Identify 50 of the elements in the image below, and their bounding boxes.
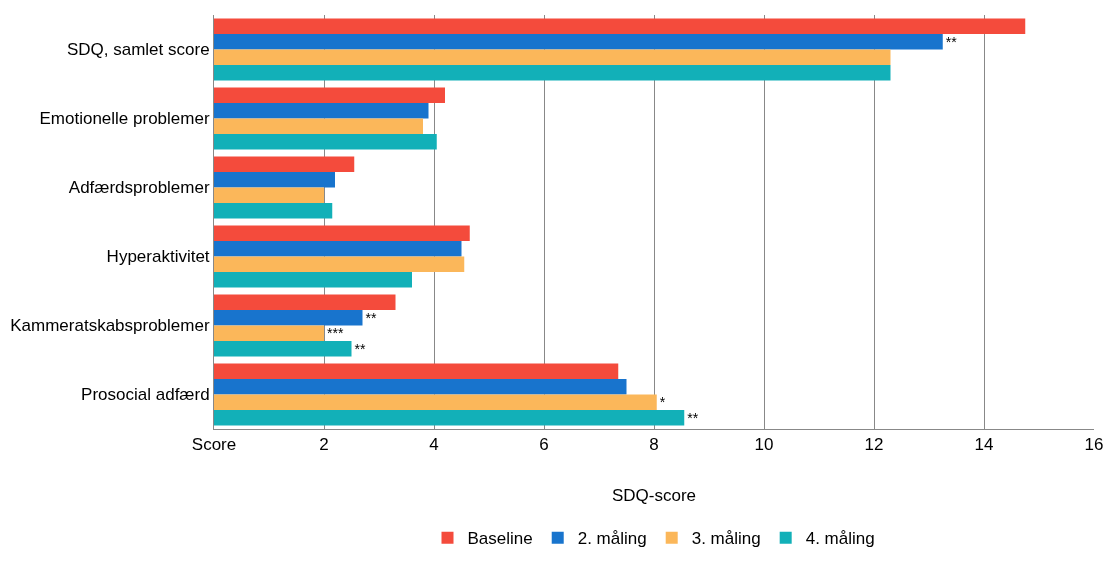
data-label: ***	[327, 325, 344, 342]
bar	[214, 134, 437, 150]
bar	[214, 156, 355, 172]
bar	[214, 118, 423, 135]
x-tick-label: 10	[754, 435, 774, 455]
bar	[214, 65, 891, 81]
bar	[214, 102, 429, 119]
x-tick-label: 6	[539, 435, 549, 455]
legend-label: 2. måling	[577, 529, 647, 549]
y-tick-label: Prosocial adfærd	[81, 385, 210, 405]
bar	[214, 410, 685, 426]
bar	[214, 363, 619, 379]
bar	[214, 341, 352, 357]
bar	[214, 225, 470, 241]
bar	[214, 18, 1026, 34]
bar	[214, 294, 396, 310]
bar	[214, 49, 891, 66]
data-label: **	[945, 33, 958, 50]
bar	[214, 87, 445, 103]
bar	[214, 240, 462, 257]
data-label: **	[365, 309, 377, 326]
bar	[214, 272, 412, 288]
x-tick-label: 16	[1084, 435, 1104, 455]
x-tick-label: 4	[429, 435, 439, 455]
y-tick-label: Emotionelle problemer	[39, 109, 210, 129]
x-axis-title: SDQ-score	[611, 485, 697, 505]
bar	[214, 256, 465, 273]
data-label: **	[354, 340, 366, 357]
x-tick-label: Score	[191, 435, 237, 455]
bar	[214, 394, 657, 411]
bar	[214, 309, 363, 326]
x-tick-label: 8	[649, 435, 659, 455]
y-tick-label: Kammeratskabsproblemer	[10, 316, 210, 336]
bar	[214, 203, 333, 219]
legend-label: 3. måling	[691, 529, 761, 549]
y-tick-label: SDQ, samlet score	[66, 40, 210, 60]
y-tick-label: Adfærdsproblemer	[68, 178, 210, 198]
bar	[214, 171, 335, 188]
y-tick-label: Hyperaktivitet	[106, 247, 210, 267]
data-label: *	[659, 394, 666, 411]
data-label: **	[687, 409, 699, 426]
bar	[214, 33, 943, 50]
x-tick-label: 14	[974, 435, 994, 455]
legend-label: Baseline	[467, 529, 533, 549]
x-tick-label: 12	[864, 435, 884, 455]
bar	[214, 187, 324, 204]
x-tick-label: 2	[319, 435, 329, 455]
legend-label: 4. måling	[805, 529, 875, 549]
bar	[214, 325, 324, 342]
bar	[214, 378, 627, 395]
